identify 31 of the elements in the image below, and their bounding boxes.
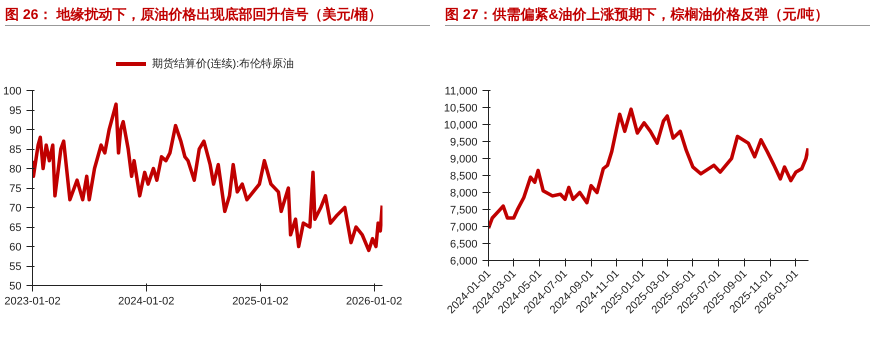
y-tick-label: 55	[9, 261, 22, 273]
y-tick-label: 80	[9, 164, 22, 176]
y-tick-label: 7,500	[450, 204, 478, 216]
y-tick-label: 8,500	[450, 170, 478, 182]
y-tick-label: 90	[9, 124, 22, 136]
line-series	[32, 102, 382, 252]
legend-label: 期货结算价(连续):布伦特原油	[152, 58, 294, 70]
y-tick-label: 9,000	[450, 154, 478, 166]
y-tick-label: 6,500	[450, 238, 478, 250]
y-tick-label: 8,000	[450, 188, 478, 200]
x-tick-label: 2026-01-02	[346, 296, 402, 308]
y-tick-label: 65	[9, 222, 22, 234]
x-tick-label: 2023-01-02	[4, 296, 61, 308]
x-tick-label: 2025-01-02	[232, 296, 288, 308]
y-tick-label: 7,000	[450, 222, 478, 234]
y-tick-label: 95	[9, 105, 22, 117]
chart-title: 图 26： 地缘扰动下，原油价格出现底部回升信号（美元/桶）	[5, 5, 430, 26]
y-tick-label: 70	[9, 202, 22, 214]
y-tick-label: 11,000	[444, 86, 478, 98]
x-tick-label: 2024-01-02	[118, 296, 174, 308]
chart-title: 图 27：供需偏紧&油价上涨预期下，棕榈油价格反弹（元/吨）	[445, 5, 870, 26]
y-tick-label: 10,500	[444, 102, 478, 114]
y-tick-label: 100	[3, 86, 22, 98]
y-tick-label: 6,000	[450, 256, 478, 268]
y-tick-label: 85	[9, 144, 22, 156]
line-series	[488, 107, 808, 230]
y-tick-label: 9,500	[450, 136, 478, 148]
y-tick-label: 10,000	[444, 120, 478, 132]
y-tick-label: 60	[9, 242, 22, 254]
y-tick-label: 75	[9, 183, 22, 195]
y-tick-label: 50	[9, 280, 22, 292]
